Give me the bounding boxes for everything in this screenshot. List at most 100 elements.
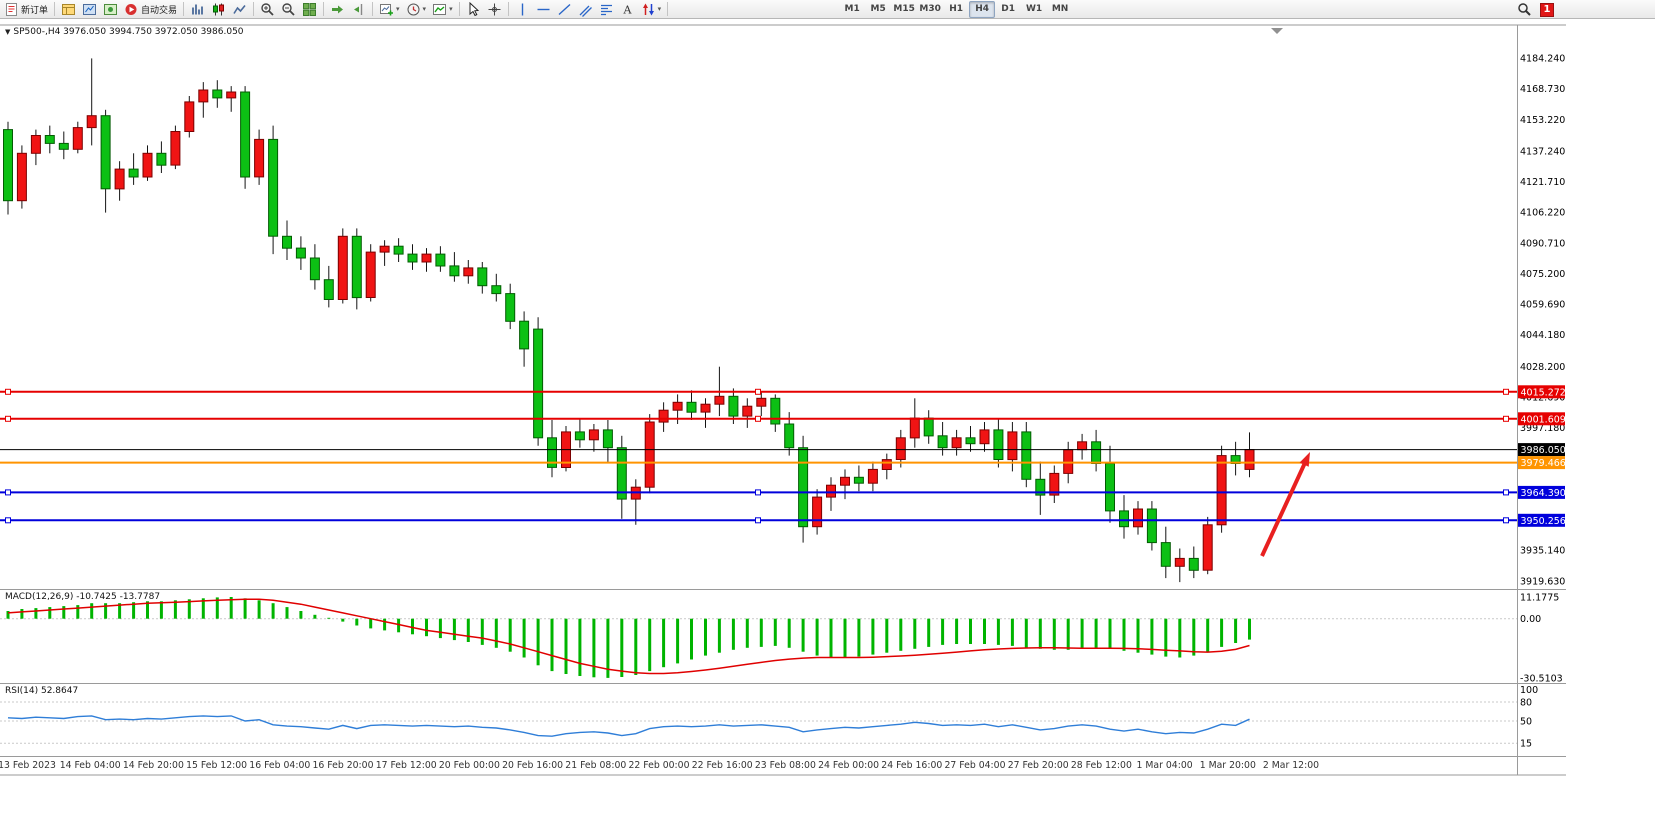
bar-chart-button[interactable] — [187, 1, 208, 18]
line-handle — [5, 388, 11, 395]
svg-text:0.00: 0.00 — [1520, 614, 1541, 625]
svg-text:14 Feb 04:00: 14 Feb 04:00 — [60, 760, 121, 771]
periods-button[interactable]: ▾ — [403, 1, 430, 18]
svg-text:50: 50 — [1520, 717, 1532, 728]
auto-scroll-button[interactable] — [327, 1, 348, 18]
new-order-button[interactable]: 新订单 — [1, 1, 51, 18]
svg-text:4121.710: 4121.710 — [1520, 177, 1565, 188]
toolbar-separator — [54, 2, 56, 16]
auto-trading-label: 自动交易 — [141, 5, 178, 16]
navigator-icon — [104, 3, 118, 15]
timeframe-button-m15[interactable]: M15 — [891, 1, 917, 18]
data-window-button[interactable] — [58, 1, 79, 18]
zoom-out-icon — [282, 2, 295, 16]
svg-text:22 Feb 16:00: 22 Feb 16:00 — [692, 760, 753, 771]
dropdown-caret: ▾ — [449, 5, 453, 13]
zoom-out-button[interactable] — [278, 1, 299, 18]
new-order-icon — [6, 2, 17, 16]
trendline-icon — [558, 3, 571, 15]
timeframe-button-m5[interactable]: M5 — [865, 1, 891, 18]
price-badge — [1518, 412, 1565, 426]
svg-text:24 Feb 16:00: 24 Feb 16:00 — [881, 760, 942, 771]
rsi-line — [7, 715, 1250, 737]
new-chart-icon — [380, 3, 394, 15]
auto-scroll-icon — [332, 5, 344, 13]
market-watch-icon — [83, 3, 97, 15]
line-handle — [5, 415, 11, 422]
vertical-line-button[interactable] — [512, 1, 533, 18]
svg-text:4001.609: 4001.609 — [1521, 414, 1566, 425]
rsi-indicator — [0, 701, 1517, 744]
chart-header: ▼ SP500-,H4 3976.050 3994.750 3972.050 39… — [5, 27, 244, 38]
bar-chart-icon — [192, 4, 203, 14]
horizontal-line-button[interactable] — [533, 1, 554, 18]
new-chart-button[interactable]: ▾ — [376, 1, 403, 18]
chart-title: SP500-,H4 3976.050 3994.750 3972.050 398… — [13, 27, 244, 37]
line-handle — [755, 489, 761, 496]
navigator-button[interactable] — [100, 1, 121, 18]
svg-text:28 Feb 12:00: 28 Feb 12:00 — [1071, 760, 1132, 771]
svg-text:14 Feb 20:00: 14 Feb 20:00 — [123, 760, 184, 771]
chart-shift-marker[interactable] — [1271, 28, 1283, 34]
svg-text:4075.200: 4075.200 — [1520, 269, 1565, 280]
timeframe-group: M1 M5 M15 M30 H1 H4 D1 W1 MN — [839, 0, 1073, 18]
toolbar-separator — [183, 2, 185, 16]
line-handle — [755, 415, 761, 422]
cursor-button[interactable] — [463, 1, 484, 18]
timeframe-button-m30[interactable]: M30 — [917, 1, 943, 18]
candlestick-button[interactable] — [208, 1, 229, 18]
svg-text:11.1775: 11.1775 — [1520, 593, 1559, 604]
crosshair-icon — [488, 3, 501, 15]
price-axis[interactable]: 4184.240 4168.730 4153.220 4137.240 4121.710… — [1518, 54, 1566, 750]
market-watch-button[interactable] — [79, 1, 100, 18]
trendline-button[interactable] — [554, 1, 575, 18]
chart-shift-button[interactable] — [348, 1, 369, 18]
line-chart-button[interactable] — [229, 1, 250, 18]
line-handle — [5, 517, 11, 524]
svg-text:3997.180: 3997.180 — [1520, 423, 1565, 434]
svg-text:-30.5103: -30.5103 — [1520, 673, 1563, 684]
tile-windows-button[interactable] — [299, 1, 320, 18]
text-icon: A — [622, 3, 632, 16]
pane-separators[interactable] — [0, 24, 1566, 776]
timeframe-button-m1[interactable]: M1 — [839, 1, 865, 18]
fibonacci-button[interactable] — [596, 1, 617, 18]
notification-badge[interactable]: 1 — [1540, 2, 1554, 17]
svg-text:4090.710: 4090.710 — [1520, 238, 1565, 249]
timeframe-button-h1[interactable]: H1 — [943, 1, 969, 18]
rsi-name: RSI(14) — [5, 686, 39, 696]
svg-text:100: 100 — [1520, 685, 1538, 696]
toolbar-separator — [253, 2, 255, 16]
text-button[interactable]: A — [617, 1, 638, 18]
timeframe-button-d1[interactable]: D1 — [995, 1, 1021, 18]
templates-button[interactable]: ▾ — [429, 1, 456, 18]
timeframe-button-h4[interactable]: H4 — [969, 0, 996, 18]
trend-arrow[interactable] — [1260, 452, 1310, 557]
svg-text:20 Feb 16:00: 20 Feb 16:00 — [502, 760, 563, 771]
auto-trading-button[interactable]: 自动交易 — [121, 1, 180, 18]
svg-text:24 Feb 00:00: 24 Feb 00:00 — [818, 760, 879, 771]
channel-button[interactable] — [575, 1, 596, 18]
periods-clock-icon — [407, 3, 420, 15]
time-axis[interactable]: 13 Feb 2023 14 Feb 04:00 14 Feb 20:00 15 Fe… — [0, 760, 1319, 771]
horizontal-lines[interactable] — [0, 388, 1517, 524]
zoom-in-button[interactable] — [257, 1, 278, 18]
timeframe-button-w1[interactable]: W1 — [1021, 1, 1047, 18]
data-window-icon — [62, 3, 76, 15]
arrows-button[interactable]: ▾ — [638, 1, 665, 18]
svg-text:15: 15 — [1520, 739, 1532, 750]
svg-text:3919.630: 3919.630 — [1520, 576, 1565, 587]
svg-text:1 Mar 04:00: 1 Mar 04:00 — [1137, 760, 1193, 771]
timeframe-button-mn[interactable]: MN — [1047, 1, 1073, 18]
price-badge — [1518, 513, 1565, 527]
search-button[interactable] — [1514, 1, 1535, 18]
svg-text:4015.272: 4015.272 — [1521, 387, 1566, 398]
svg-text:4153.220: 4153.220 — [1520, 115, 1565, 126]
svg-text:1 Mar 20:00: 1 Mar 20:00 — [1200, 760, 1256, 771]
svg-text:15 Feb 12:00: 15 Feb 12:00 — [186, 760, 247, 771]
crosshair-button[interactable] — [484, 1, 505, 18]
toolbar-separator — [323, 2, 325, 16]
price-badge — [1518, 385, 1565, 399]
one-click-trading-icon[interactable]: ▼ — [5, 28, 11, 36]
